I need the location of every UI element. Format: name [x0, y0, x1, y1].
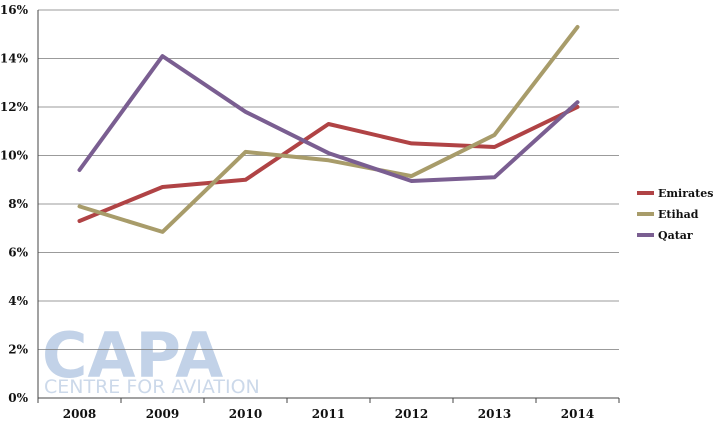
y-tick-label: 12%	[0, 100, 29, 114]
y-tick-label: 16%	[0, 3, 29, 17]
y-tick-label: 14%	[0, 52, 29, 66]
tick-labels: 0% 2% 4% 6% 8% 10% 12% 14% 16% 2008 2009 2010 2011 20…	[0, 3, 594, 421]
series-line-qatar	[77, 54, 580, 183]
y-tick-label: 0%	[8, 391, 28, 405]
y-tick-label: 10%	[0, 149, 29, 163]
x-tick-label: 2012	[395, 407, 428, 421]
y-tick-label: 2%	[8, 343, 28, 357]
series-line-emirates	[77, 105, 580, 223]
x-tick-label: 2008	[63, 407, 96, 421]
x-tick-label: 2010	[229, 407, 262, 421]
legend-item-emirates: Emirates	[637, 187, 713, 200]
legend: Emirates Etihad Qatar	[637, 187, 713, 242]
x-tick-label: 2013	[478, 407, 511, 421]
watermark-subtitle: CENTRE FOR AVIATION	[44, 376, 260, 398]
x-tick-label: 2009	[146, 407, 179, 421]
watermark-logo: CAPA	[42, 319, 223, 392]
y-tick-label: 4%	[8, 294, 28, 308]
legend-label: Etihad	[658, 208, 699, 221]
y-tick-label: 6%	[8, 246, 28, 260]
legend-item-etihad: Etihad	[637, 208, 699, 221]
legend-item-qatar: Qatar	[637, 229, 693, 242]
gridlines	[38, 9, 619, 350]
x-tick-label: 2011	[312, 407, 345, 421]
y-tick-label: 8%	[8, 197, 28, 211]
legend-label: Emirates	[658, 187, 713, 200]
x-tick-label: 2014	[561, 407, 594, 421]
capa-watermark: CAPA CENTRE FOR AVIATION	[42, 319, 260, 398]
axes	[37, 10, 620, 403]
legend-label: Qatar	[658, 229, 693, 242]
series-line-etihad	[77, 25, 580, 234]
series-lines	[77, 25, 580, 234]
